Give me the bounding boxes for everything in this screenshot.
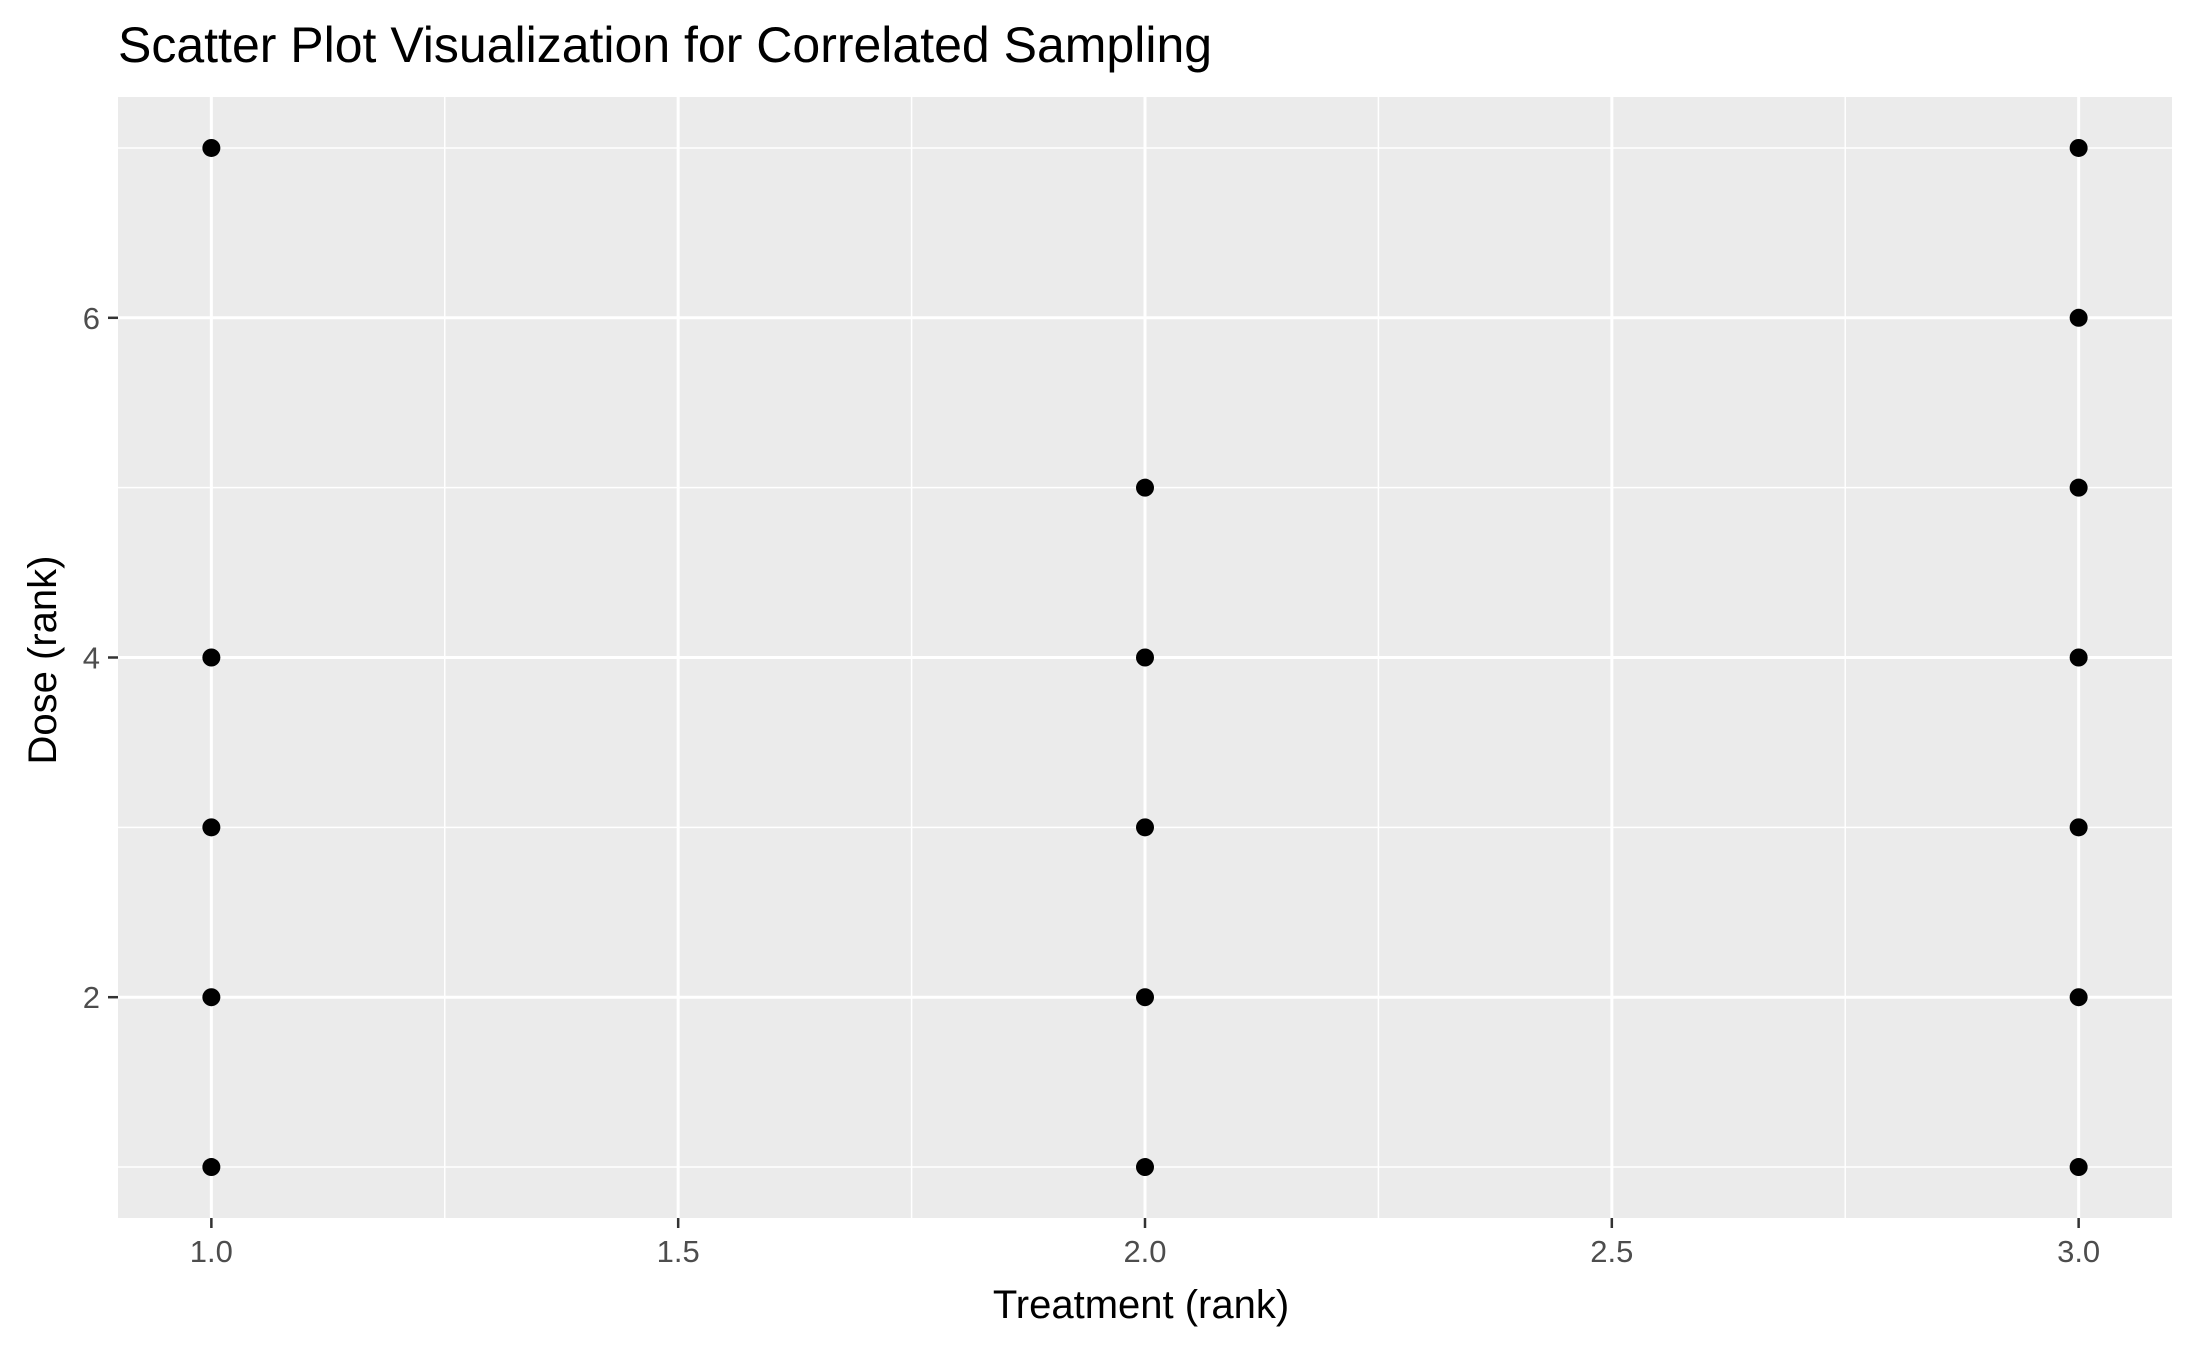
data-point: [202, 1158, 221, 1177]
data-point: [2069, 1158, 2088, 1177]
x-tick-label: 1.5: [657, 1234, 700, 1269]
x-tick-label: 2.5: [1590, 1234, 1633, 1269]
data-point: [2069, 988, 2088, 1007]
data-point: [1136, 988, 1154, 1007]
data-point: [2069, 648, 2088, 667]
data-point: [2069, 818, 2088, 837]
data-point: [202, 138, 221, 157]
data-point: [2069, 478, 2088, 497]
data-point: [202, 818, 221, 837]
y-tick-label: 2: [83, 980, 100, 1015]
y-axis: 2 4 6: [83, 301, 118, 1015]
y-tick-label: 4: [83, 641, 100, 676]
x-axis: 1.0 1.5 2.0 2.5 3.0: [190, 1218, 2100, 1269]
x-tick-label: 3.0: [2057, 1234, 2100, 1269]
chart-title: Scatter Plot Visualization for Correlate…: [118, 17, 1212, 73]
data-points: [202, 138, 2088, 1177]
y-tick-label: 6: [83, 301, 100, 336]
data-point: [1136, 478, 1154, 497]
y-axis-title: Dose (rank): [21, 556, 65, 765]
data-point: [202, 988, 221, 1007]
data-point: [1136, 1158, 1154, 1177]
x-axis-title: Treatment (rank): [993, 1283, 1289, 1327]
x-tick-label: 2.0: [1123, 1234, 1166, 1269]
data-point: [2069, 138, 2088, 157]
data-point: [202, 648, 221, 667]
x-tick-label: 1.0: [190, 1234, 233, 1269]
data-point: [2069, 308, 2088, 327]
data-point: [1136, 648, 1154, 667]
data-point: [1136, 818, 1154, 837]
